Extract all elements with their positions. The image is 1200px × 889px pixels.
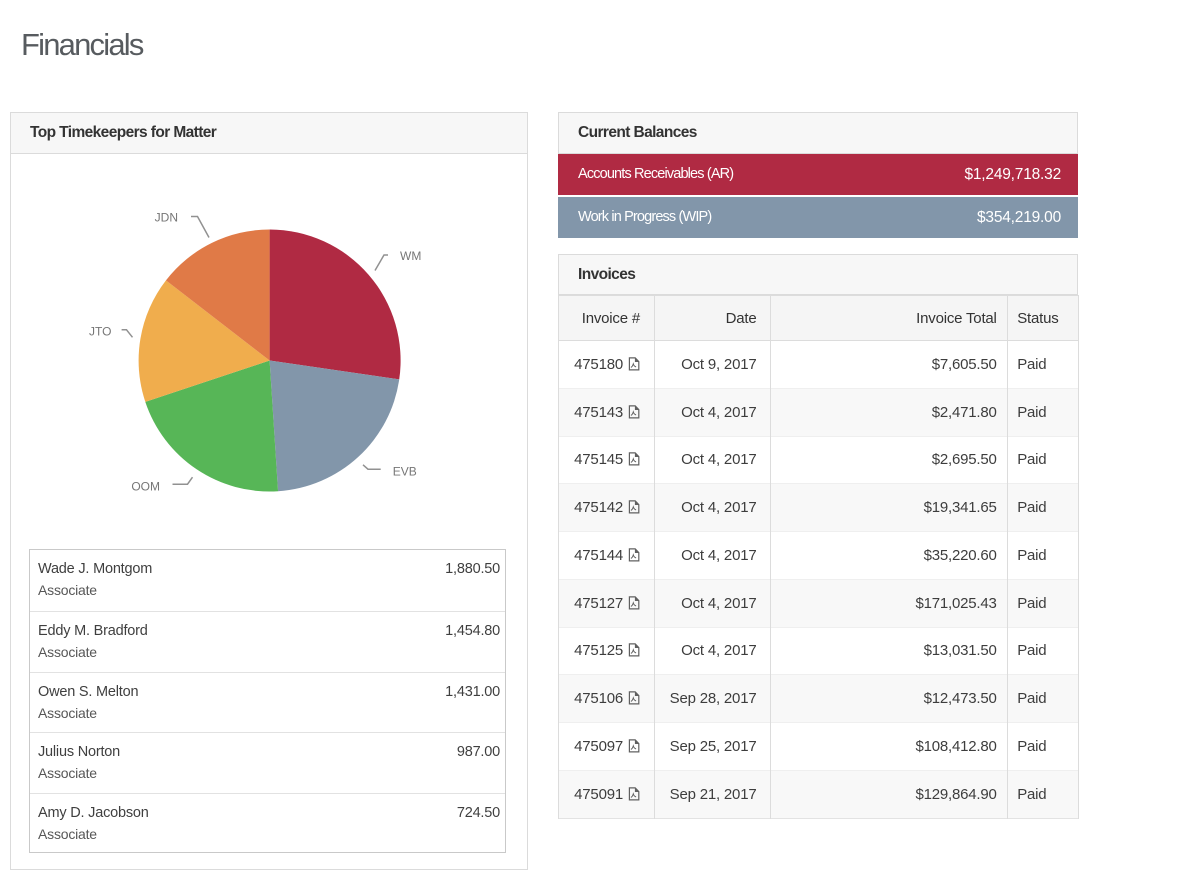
svg-text:JTO: JTO (89, 324, 111, 338)
svg-text:JDN: JDN (155, 210, 178, 224)
svg-text:EVB: EVB (393, 464, 417, 478)
svg-text:OOM: OOM (131, 479, 160, 493)
svg-text:WM: WM (400, 249, 421, 263)
